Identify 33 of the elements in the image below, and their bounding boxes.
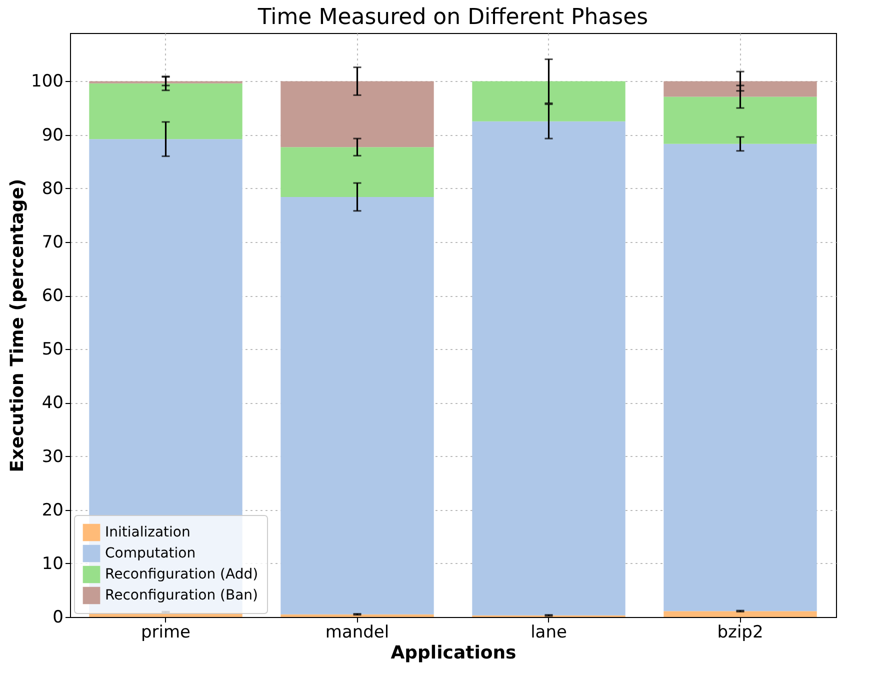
x-tick-label: lane <box>530 622 567 642</box>
y-tick-label: 90 <box>42 125 64 146</box>
bar <box>89 83 242 140</box>
bar <box>280 196 434 614</box>
x-tick-label: mandel <box>325 622 390 642</box>
y-tick-label: 50 <box>42 340 64 360</box>
bar <box>664 96 817 144</box>
y-tick-label: 10 <box>42 554 64 574</box>
bar <box>472 81 626 122</box>
y-tick-label: 30 <box>42 446 64 467</box>
legend-label: Initialization <box>105 524 190 540</box>
y-tick-label: 20 <box>42 500 64 520</box>
y-tick-label: 60 <box>42 286 64 306</box>
legend-label: Reconfiguration (Ban) <box>105 588 258 604</box>
y-tick-label: 40 <box>42 393 64 414</box>
bar <box>664 144 817 612</box>
y-tick-label: 70 <box>42 232 64 252</box>
bar <box>280 147 434 197</box>
bar <box>664 81 817 97</box>
x-tick-label: prime <box>140 622 191 642</box>
legend-label: Reconfiguration (Add) <box>105 566 258 582</box>
y-tick-label: 0 <box>52 608 64 628</box>
x-tick-label: bzip2 <box>717 622 764 642</box>
bar <box>280 81 434 148</box>
bar <box>664 611 817 617</box>
y-tick-label: 80 <box>42 178 64 199</box>
bar <box>280 614 434 617</box>
y-tick-label: 100 <box>31 72 64 92</box>
chart-title: Time Measured on Different Phases <box>256 5 648 30</box>
y-axis-title: Execution Time (percentage) <box>7 178 28 472</box>
legend-label: Computation <box>105 546 196 562</box>
bar <box>472 121 626 616</box>
x-axis-title: Applications <box>390 642 516 664</box>
